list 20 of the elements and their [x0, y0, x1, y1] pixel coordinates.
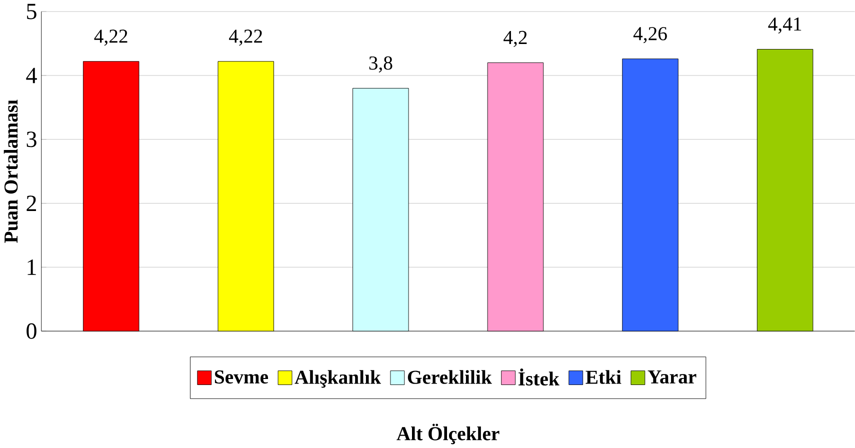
- legend-label: Etki: [586, 370, 622, 384]
- y-tick-label: 3: [26, 132, 36, 148]
- data-label: 3,8: [369, 56, 392, 73]
- data-label: 4,26: [633, 27, 667, 44]
- y-tick-label: 4: [26, 68, 37, 84]
- y-tick-label: 1: [28, 260, 36, 275]
- legend-label: Alışkanlık: [294, 370, 381, 388]
- x-axis-title: Alt Ölçekler: [396, 424, 500, 444]
- legend-label: Yarar: [648, 370, 696, 384]
- data-label: 4,22: [229, 30, 262, 46]
- data-label: 4,41: [768, 17, 802, 34]
- legend-label: Gereklilik: [408, 370, 492, 384]
- legend-label: Sevme: [214, 370, 268, 384]
- data-label: 4,22: [94, 30, 128, 46]
- legend-label: İstek: [518, 368, 560, 386]
- y-tick-label: 5: [27, 4, 36, 20]
- y-tick-label: 2: [26, 196, 36, 211]
- data-label: 4,2: [504, 30, 527, 47]
- y-tick-label: 0: [26, 323, 36, 339]
- y-axis-title: Puan Ortalaması: [4, 100, 18, 243]
